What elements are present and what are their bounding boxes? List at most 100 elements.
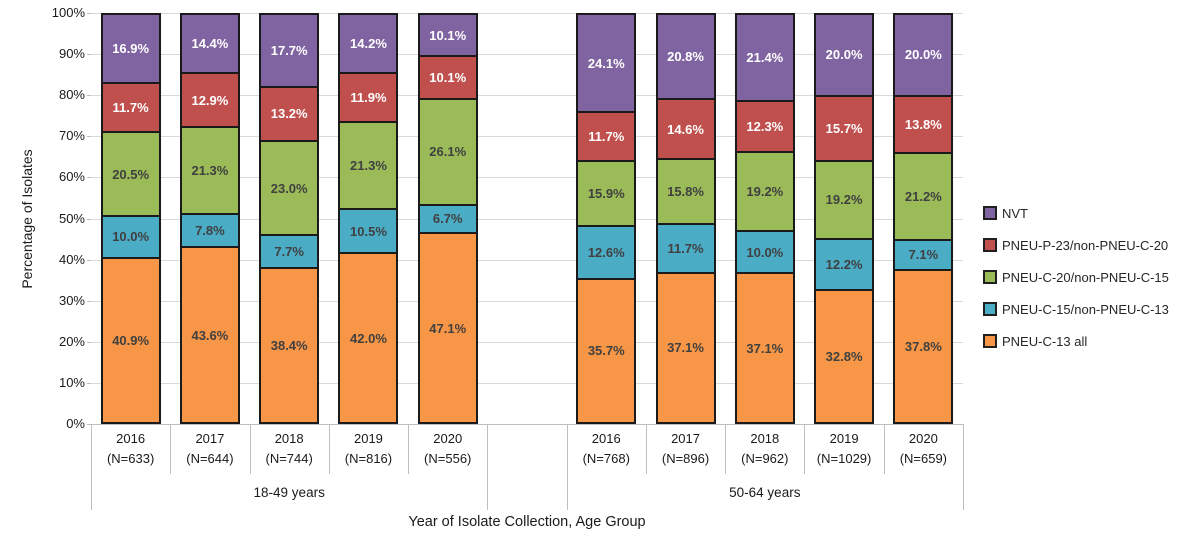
bar-segment-pneu_p23: 12.9% <box>181 74 238 128</box>
data-label: 21.3% <box>350 158 387 174</box>
data-label: 40.9% <box>112 332 150 348</box>
bar-18-49-2018: 17.7% 13.2% 23.0% 7.7% 38.4% <box>259 13 320 424</box>
y-tick-label: 50% <box>58 210 85 226</box>
bar-18-49-2016: 16.9% 11.7% 20.5% 10.0% 40.9% <box>100 13 161 424</box>
legend-label: PNEU-P-23/non-PNEU-C-20 <box>1002 237 1169 253</box>
year-text: 2019 <box>353 431 383 446</box>
bar-segment-pneu_c20: 26.1% <box>419 99 476 206</box>
x-category-label: 2019 (N=816) <box>329 429 408 469</box>
y-tick-mark <box>87 136 91 137</box>
bar-50-64-2020: 20.0% 13.8% 21.2% 7.1% 37.8% <box>893 13 954 424</box>
x-category-label: 2016 (N=633) <box>91 429 170 469</box>
data-label: 15.9% <box>587 186 625 202</box>
data-label: 17.7% <box>270 42 308 58</box>
category-separator <box>250 425 251 474</box>
y-tick-mark <box>87 424 91 425</box>
data-label: 7.7% <box>274 243 304 259</box>
bar-segment-pneu_c15: 11.7% <box>657 225 714 274</box>
x-category-label: 2017 (N=644) <box>170 429 249 469</box>
y-tick-label: 40% <box>58 251 85 267</box>
legend-swatch-icon <box>983 302 997 316</box>
bar-segment-pneu_p23: 11.7% <box>102 84 159 134</box>
data-label: 35.7% <box>587 343 625 359</box>
bar-segment-nvt: 10.1% <box>419 15 476 58</box>
year-text: 2016 <box>591 431 621 446</box>
data-label: 14.4% <box>191 36 229 52</box>
bar-segment-pneu_c20: 20.5% <box>102 133 159 217</box>
bar-50-64-2017: 20.8% 14.6% 15.8% 11.7% 37.1% <box>655 13 716 424</box>
bar-segment-pneu_c20: 21.3% <box>340 123 397 211</box>
y-tick-mark <box>87 301 91 302</box>
data-label: 14.6% <box>667 121 704 137</box>
x-axis-title: Year of Isolate Collection, Age Group <box>408 514 646 530</box>
y-tick-label: 10% <box>58 374 85 390</box>
category-separator <box>884 425 885 474</box>
year-text: 2020 <box>908 431 938 446</box>
data-label: 6.7% <box>432 211 463 227</box>
bar-segment-pneu_c13: 47.1% <box>419 234 476 422</box>
bar-segment-pneu_c15: 12.6% <box>578 227 635 280</box>
bar-segment-pneu_c20: 15.9% <box>578 161 635 228</box>
bar-segment-pneu_p23: 14.6% <box>657 99 714 161</box>
legend-label: PNEU-C-15/non-PNEU-C-13 <box>1002 301 1169 317</box>
category-separator <box>408 425 409 474</box>
data-label: 21.3% <box>191 162 229 178</box>
data-label: 37.1% <box>667 340 704 356</box>
n-text: (N=556) <box>424 451 472 466</box>
bar-segment-pneu_c13: 35.7% <box>578 279 635 422</box>
legend-swatch-icon <box>983 206 997 220</box>
bar-50-64-2016: 24.1% 11.7% 15.9% 12.6% 35.7% <box>576 13 637 424</box>
bar-segment-pneu_c15: 7.1% <box>895 240 952 272</box>
data-label: 10.1% <box>429 69 467 85</box>
data-label: 11.7% <box>112 100 149 116</box>
y-tick-mark <box>87 383 91 384</box>
bar-segment-pneu_c13: 37.1% <box>657 273 714 422</box>
legend-swatch-icon <box>983 238 997 252</box>
y-tick-mark <box>87 219 91 220</box>
y-tick-mark <box>87 342 91 343</box>
bar-segment-pneu_p23: 12.3% <box>736 102 793 154</box>
data-label: 14.2% <box>350 35 387 51</box>
group-separator <box>487 424 488 510</box>
y-tick-label: 20% <box>58 333 85 349</box>
bar-segment-pneu_p23: 15.7% <box>816 96 873 162</box>
y-tick-label: 80% <box>58 87 85 103</box>
year-text: 2020 <box>433 431 463 446</box>
y-tick-mark <box>87 13 91 14</box>
data-label: 32.8% <box>825 349 863 364</box>
plot-area <box>91 13 963 424</box>
bar-50-64-2018: 21.4% 12.3% 19.2% 10.0% 37.1% <box>734 13 795 424</box>
data-label: 12.2% <box>825 257 863 273</box>
data-label: 37.8% <box>904 339 942 354</box>
data-label: 11.7% <box>667 241 704 257</box>
bar-segment-pneu_p23: 11.9% <box>340 73 397 124</box>
y-tick-mark <box>87 95 91 96</box>
gridline <box>91 219 963 220</box>
data-label: 42.0% <box>350 330 387 346</box>
x-category-label: 2017 (N=896) <box>646 429 725 469</box>
gridline <box>91 13 963 14</box>
bar-segment-nvt: 20.8% <box>657 15 714 100</box>
bar-segment-nvt: 24.1% <box>578 15 635 114</box>
gridline <box>91 54 963 55</box>
data-label: 20.0% <box>904 47 942 63</box>
data-label: 26.1% <box>429 144 467 160</box>
y-tick-label: 60% <box>58 169 85 185</box>
bar-segment-pneu_c15: 10.0% <box>736 232 793 274</box>
x-category-label: 2018 (N=744) <box>250 429 329 469</box>
y-tick-label: 90% <box>58 46 85 62</box>
year-text: 2016 <box>116 431 146 446</box>
legend-item-nvt: NVT <box>983 197 1169 229</box>
bar-segment-pneu_c20: 21.3% <box>181 127 238 215</box>
x-category-label: 2016 (N=768) <box>567 429 646 469</box>
data-label: 7.1% <box>908 247 939 263</box>
data-label: 20.5% <box>112 166 150 182</box>
data-label: 20.0% <box>825 47 863 63</box>
bar-segment-pneu_c13: 42.0% <box>340 254 397 423</box>
n-text: (N=1029) <box>816 451 872 466</box>
gridline <box>91 177 963 178</box>
n-text: (N=962) <box>741 451 789 466</box>
gridline <box>91 301 963 302</box>
data-label: 21.4% <box>746 50 784 66</box>
